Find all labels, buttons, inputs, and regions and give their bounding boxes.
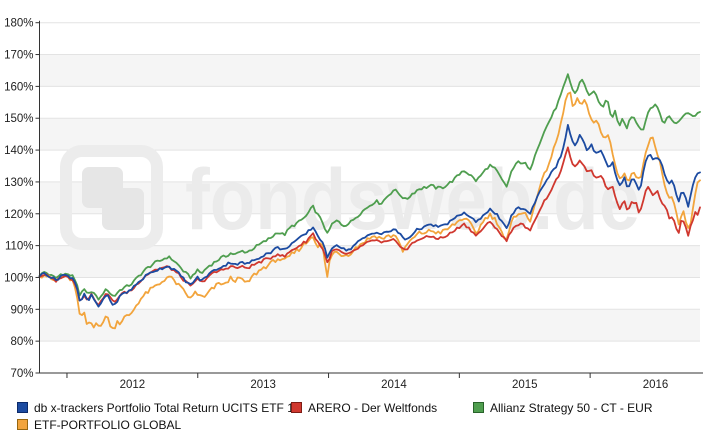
series-line-3 — [38, 124, 701, 308]
band-160 — [39, 54, 700, 87]
x-tick-label: 2013 — [250, 379, 276, 391]
legend-label: ETF-PORTFOLIO GLOBAL — [34, 417, 182, 432]
y-tick-label: 140% — [4, 145, 33, 157]
legend-item-allianz: Allianz Strategy 50 - CT - EUR — [473, 400, 653, 415]
y-tick-label: 120% — [4, 209, 33, 221]
y-tick-label: 70% — [10, 368, 33, 380]
legend-item-arero: ARERO - Der Weltfonds — [291, 400, 438, 415]
y-tick-label: 130% — [4, 177, 33, 189]
legend-item-etf-portfolio-global: ETF-PORTFOLIO GLOBAL — [17, 417, 182, 432]
x-tick-label: 2014 — [381, 379, 407, 391]
legend-item-db-x-trackers: db x-trackers Portfolio Total Return UCI… — [17, 400, 303, 415]
legend-label: Allianz Strategy 50 - CT - EUR — [490, 400, 653, 415]
legend-label: ARERO - Der Weltfonds — [308, 400, 438, 415]
y-tick-label: 170% — [4, 50, 33, 62]
y-tick-label: 90% — [10, 304, 33, 316]
y-tick-label: 150% — [4, 113, 33, 125]
watermark-logo-square-2 — [102, 188, 144, 230]
series-line-1 — [38, 91, 701, 330]
x-tick-label: 2015 — [512, 379, 538, 391]
y-tick-label: 160% — [4, 81, 33, 93]
y-tick-label: 110% — [5, 241, 34, 253]
x-tick-label: 2012 — [120, 379, 146, 391]
legend-swatch-green — [473, 402, 484, 413]
y-tick-label: 180% — [4, 18, 33, 30]
band-100 — [39, 245, 700, 278]
series-line-0 — [38, 73, 701, 301]
legend-swatch-red — [291, 402, 302, 413]
fondsweb-watermark: fondsweb.de — [60, 145, 640, 250]
x-tick-label: 2016 — [643, 379, 669, 391]
y-tick-label: 80% — [10, 336, 33, 348]
legend-swatch-orange — [17, 419, 28, 430]
band-80 — [39, 309, 700, 342]
watermark-logo-frame — [60, 145, 163, 250]
watermark-text: fondsweb.de — [185, 152, 640, 248]
y-tick-label: 100% — [4, 272, 33, 284]
legend-label: db x-trackers Portfolio Total Return UCI… — [34, 400, 303, 415]
band-140 — [39, 118, 700, 151]
band-120 — [39, 181, 700, 214]
legend-swatch-blue — [17, 402, 28, 413]
